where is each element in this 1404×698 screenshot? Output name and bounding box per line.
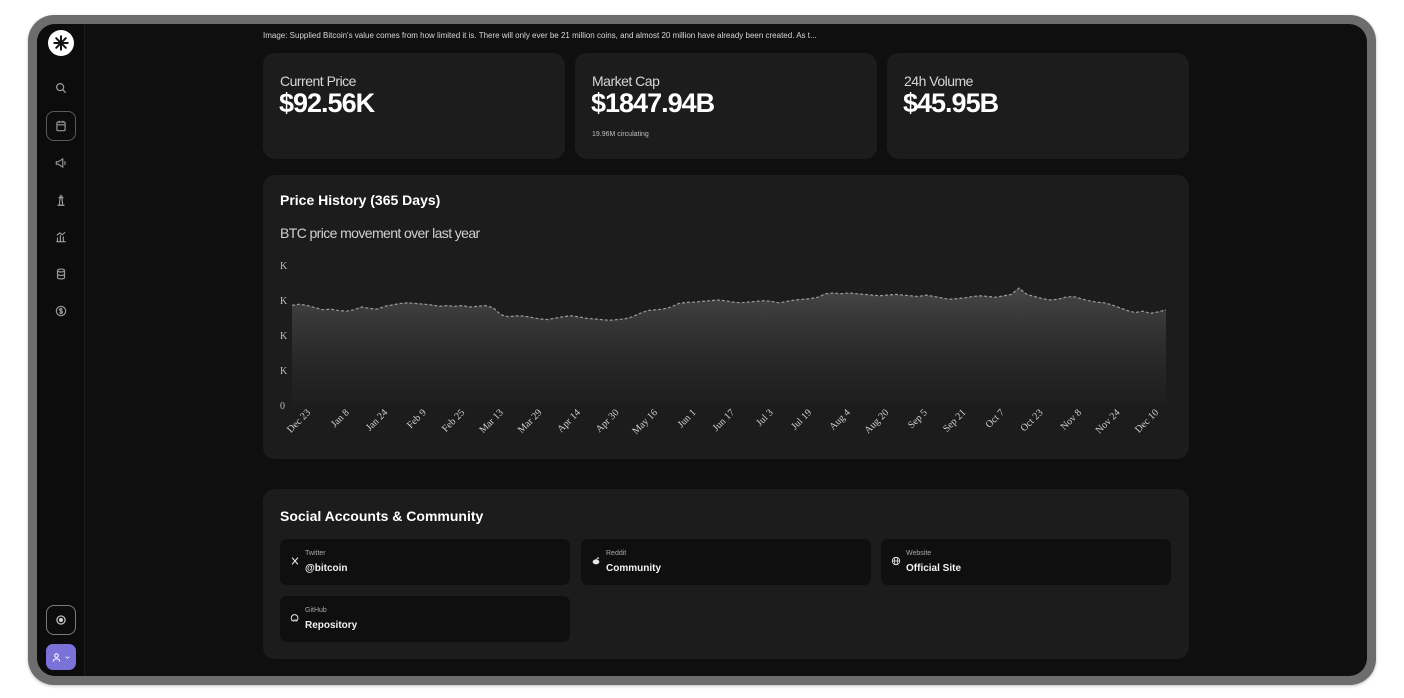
globe-icon <box>889 554 903 568</box>
sidebar-item-settings[interactable] <box>46 605 76 635</box>
stat-label: Market Cap <box>592 73 660 89</box>
x-tick-label: Jan 24 <box>364 407 390 433</box>
image-caption: Image: Supplied Bitcoin's value comes fr… <box>263 31 817 40</box>
price-history-card: Price History (365 Days) BTC price movem… <box>263 175 1189 459</box>
stat-card-market-cap: Market Cap $1847.94B 19.96M circulating <box>575 53 877 159</box>
x-tick-label: Dec 23 <box>285 407 313 435</box>
x-tick-label: Oct 7 <box>984 407 1007 430</box>
megaphone-icon <box>55 157 66 169</box>
stat-value: $1847.94B <box>591 88 715 118</box>
x-tick-label: Nov 8 <box>1059 407 1084 432</box>
x-tick-label: Nov 24 <box>1094 407 1123 436</box>
x-tick-label: Sep 5 <box>906 407 930 431</box>
user-menu-button[interactable] <box>46 644 76 670</box>
social-item-reddit[interactable]: Reddit Community <box>581 539 871 585</box>
sidebar-item-search[interactable] <box>46 73 76 103</box>
price-area <box>292 288 1166 405</box>
price-history-title: Price History (365 Days) <box>280 192 441 208</box>
record-icon <box>56 615 66 625</box>
y-tick-label: K <box>280 261 288 272</box>
x-tick-label: Dec 10 <box>1133 407 1161 435</box>
app-screen: Image: Supplied Bitcoin's value comes fr… <box>37 24 1367 676</box>
search-icon <box>55 82 67 94</box>
x-tick-label: Oct 23 <box>1019 407 1046 434</box>
x-icon <box>288 554 302 568</box>
user-icon <box>52 652 61 662</box>
x-tick-label: Apr 14 <box>555 407 583 435</box>
y-tick-label: 0 <box>280 401 285 412</box>
y-tick-label: K <box>280 331 288 342</box>
sidebar-item-database[interactable] <box>46 259 76 289</box>
sidebar-item-calendar[interactable] <box>46 111 76 141</box>
x-tick-label: Jun 1 <box>676 407 699 430</box>
github-icon <box>288 611 302 625</box>
social-item-github[interactable]: GitHub Repository <box>280 596 570 642</box>
x-tick-label: Sep 21 <box>941 407 968 434</box>
chevron-down-icon <box>65 655 70 659</box>
device-frame: Image: Supplied Bitcoin's value comes fr… <box>28 15 1376 685</box>
bar-chart-icon <box>56 231 66 243</box>
social-value: Repository <box>305 620 358 631</box>
x-tick-label: Feb 25 <box>440 407 467 434</box>
stat-value: $92.56K <box>279 88 375 118</box>
social-label: Website <box>906 550 932 557</box>
stat-label: Current Price <box>280 73 356 89</box>
stat-card-volume: 24h Volume $45.95B <box>887 53 1189 159</box>
x-tick-label: Jul 3 <box>754 407 775 428</box>
sidebar-item-finance[interactable] <box>46 296 76 326</box>
x-tick-label: Jan 8 <box>329 407 352 430</box>
social-label: Reddit <box>606 550 627 557</box>
social-title: Social Accounts & Community <box>280 508 484 524</box>
lighthouse-icon <box>57 194 65 206</box>
social-card: Social Accounts & Community Twitter @bit… <box>263 489 1189 659</box>
x-tick-label: Apr 30 <box>594 407 622 435</box>
asterisk-logo-icon <box>53 35 69 51</box>
social-item-twitter[interactable]: Twitter @bitcoin <box>280 539 570 585</box>
social-label: Twitter <box>305 550 326 557</box>
x-tick-label: Aug 4 <box>827 407 852 432</box>
sidebar-item-lighthouse[interactable] <box>46 185 76 215</box>
x-tick-label: Jul 19 <box>789 407 814 432</box>
y-tick-label: K <box>280 296 288 307</box>
price-history-subtitle: BTC price movement over last year <box>280 225 480 241</box>
social-value: Community <box>606 563 661 574</box>
social-value: Official Site <box>906 563 962 574</box>
y-tick-label: K <box>280 366 288 377</box>
x-tick-label: May 16 <box>630 407 660 437</box>
dollar-circle-icon <box>55 305 67 317</box>
app-logo[interactable] <box>48 30 74 56</box>
x-tick-label: Mar 29 <box>516 407 544 435</box>
x-tick-label: Aug 20 <box>862 407 891 436</box>
sidebar <box>37 24 85 676</box>
stat-value: $45.95B <box>903 88 999 118</box>
price-line[interactable] <box>291 287 1167 321</box>
reddit-icon <box>589 554 603 568</box>
price-history-chart: K K K K 0 Dec 23 Jan 8 Jan 24 Feb 9 Feb 25 Mar 13… <box>280 261 1167 437</box>
social-item-website[interactable]: Website Official Site <box>881 539 1171 585</box>
sidebar-item-analytics[interactable] <box>46 222 76 252</box>
stat-sub: 19.96M circulating <box>592 131 649 138</box>
stat-card-current-price: Current Price $92.56K <box>263 53 565 159</box>
stat-label: 24h Volume <box>904 73 973 89</box>
social-label: GitHub <box>305 607 327 614</box>
x-tick-label: Mar 13 <box>477 407 505 435</box>
x-tick-label: Feb 9 <box>405 407 429 431</box>
calendar-icon <box>56 120 66 132</box>
sidebar-item-announcements[interactable] <box>46 148 76 178</box>
x-tick-label: Jun 17 <box>711 407 737 433</box>
social-value: @bitcoin <box>305 563 348 574</box>
database-icon <box>56 268 66 280</box>
